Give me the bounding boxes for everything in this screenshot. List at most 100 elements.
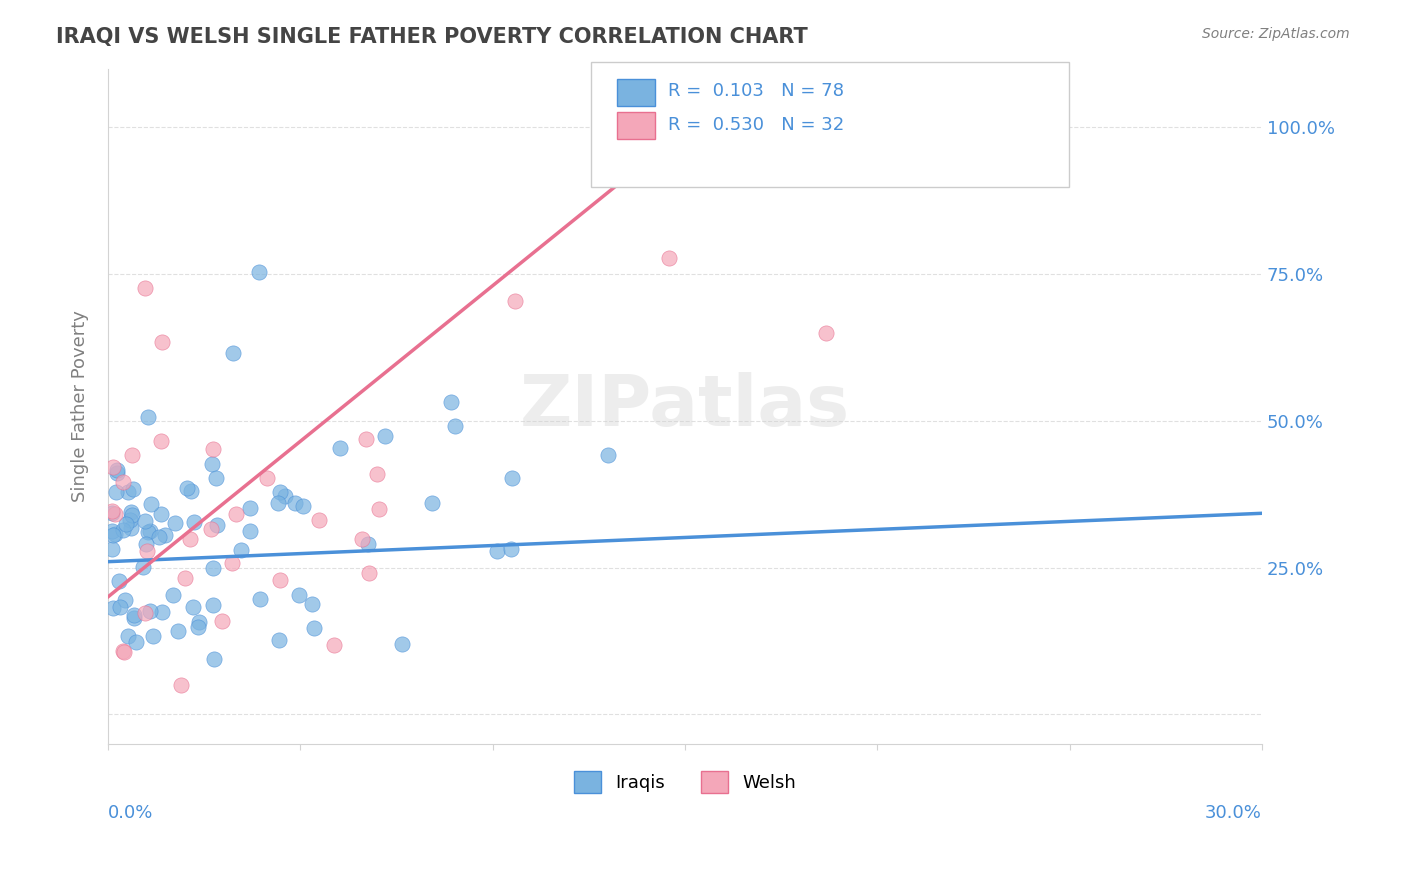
Point <box>301 597 323 611</box>
Point <box>188 615 211 629</box>
Point <box>114 516 136 531</box>
Point <box>367 502 389 516</box>
Point <box>221 557 243 571</box>
Point <box>121 508 143 522</box>
Point <box>202 561 225 575</box>
Y-axis label: Single Father Poverty: Single Father Poverty <box>72 310 89 502</box>
Point <box>162 588 184 602</box>
Point <box>201 442 224 456</box>
Point <box>444 419 467 434</box>
Point <box>111 523 134 537</box>
Point <box>323 638 346 652</box>
Point <box>329 441 352 455</box>
Point <box>440 395 463 409</box>
Point <box>350 532 373 546</box>
Point <box>222 346 245 360</box>
Point <box>267 632 290 647</box>
Point <box>150 606 173 620</box>
Point <box>249 591 271 606</box>
Point <box>108 599 131 614</box>
Point <box>135 537 157 551</box>
Point <box>117 484 139 499</box>
Point <box>357 537 380 551</box>
Point <box>120 521 142 535</box>
Point <box>181 599 204 614</box>
Point <box>139 497 162 511</box>
Point <box>101 460 124 475</box>
Point <box>205 517 228 532</box>
Point <box>274 489 297 503</box>
Point <box>239 524 262 538</box>
Point <box>291 499 314 513</box>
Point <box>134 606 156 620</box>
Text: ZIPatlas: ZIPatlas <box>520 372 851 441</box>
Point <box>122 607 145 622</box>
Point <box>134 281 156 295</box>
Point <box>114 592 136 607</box>
Point <box>103 600 125 615</box>
Text: R =  0.530   N = 32: R = 0.530 N = 32 <box>668 116 844 134</box>
Point <box>105 467 128 481</box>
Point <box>117 629 139 643</box>
Point <box>101 507 124 521</box>
Point <box>139 604 162 618</box>
Point <box>200 522 222 536</box>
Point <box>142 629 165 643</box>
Point <box>122 610 145 624</box>
Point <box>112 475 135 489</box>
Point <box>180 483 202 498</box>
Point <box>183 515 205 529</box>
Point <box>211 614 233 628</box>
Point <box>148 530 170 544</box>
Text: Source: ZipAtlas.com: Source: ZipAtlas.com <box>1202 27 1350 41</box>
Point <box>658 252 681 266</box>
Point <box>247 265 270 279</box>
Point <box>170 678 193 692</box>
Point <box>267 495 290 509</box>
Point <box>131 560 153 574</box>
Point <box>101 524 124 539</box>
Point <box>104 526 127 541</box>
Point <box>485 544 508 558</box>
Point <box>501 471 523 485</box>
Point <box>101 541 124 556</box>
Point <box>179 533 201 547</box>
Point <box>366 467 388 481</box>
Point <box>499 541 522 556</box>
Point <box>112 644 135 658</box>
Point <box>104 507 127 521</box>
Point <box>269 485 291 500</box>
Point <box>104 484 127 499</box>
Point <box>174 571 197 585</box>
Point <box>134 514 156 528</box>
Text: R =  0.103   N = 78: R = 0.103 N = 78 <box>668 82 844 100</box>
Point <box>153 528 176 542</box>
Point <box>124 635 146 649</box>
Point <box>205 470 228 484</box>
Point <box>200 457 222 471</box>
Point <box>135 544 157 558</box>
Point <box>420 496 443 510</box>
Text: IRAQI VS WELSH SINGLE FATHER POVERTY CORRELATION CHART: IRAQI VS WELSH SINGLE FATHER POVERTY COR… <box>56 27 808 46</box>
Legend: Iraqis, Welsh: Iraqis, Welsh <box>565 762 806 802</box>
Point <box>354 432 377 446</box>
Point <box>287 588 309 602</box>
Point <box>103 527 125 541</box>
Point <box>120 505 142 519</box>
Point <box>269 573 291 587</box>
Point <box>122 482 145 496</box>
Point <box>503 294 526 309</box>
Point <box>187 620 209 634</box>
Point <box>598 448 620 462</box>
Point <box>136 409 159 424</box>
Point <box>150 335 173 350</box>
Point <box>374 429 396 443</box>
Point <box>202 651 225 665</box>
Point <box>229 542 252 557</box>
Point <box>121 448 143 462</box>
Point <box>118 513 141 527</box>
Point <box>239 500 262 515</box>
Point <box>225 507 247 521</box>
Point <box>284 495 307 509</box>
Point <box>105 462 128 476</box>
